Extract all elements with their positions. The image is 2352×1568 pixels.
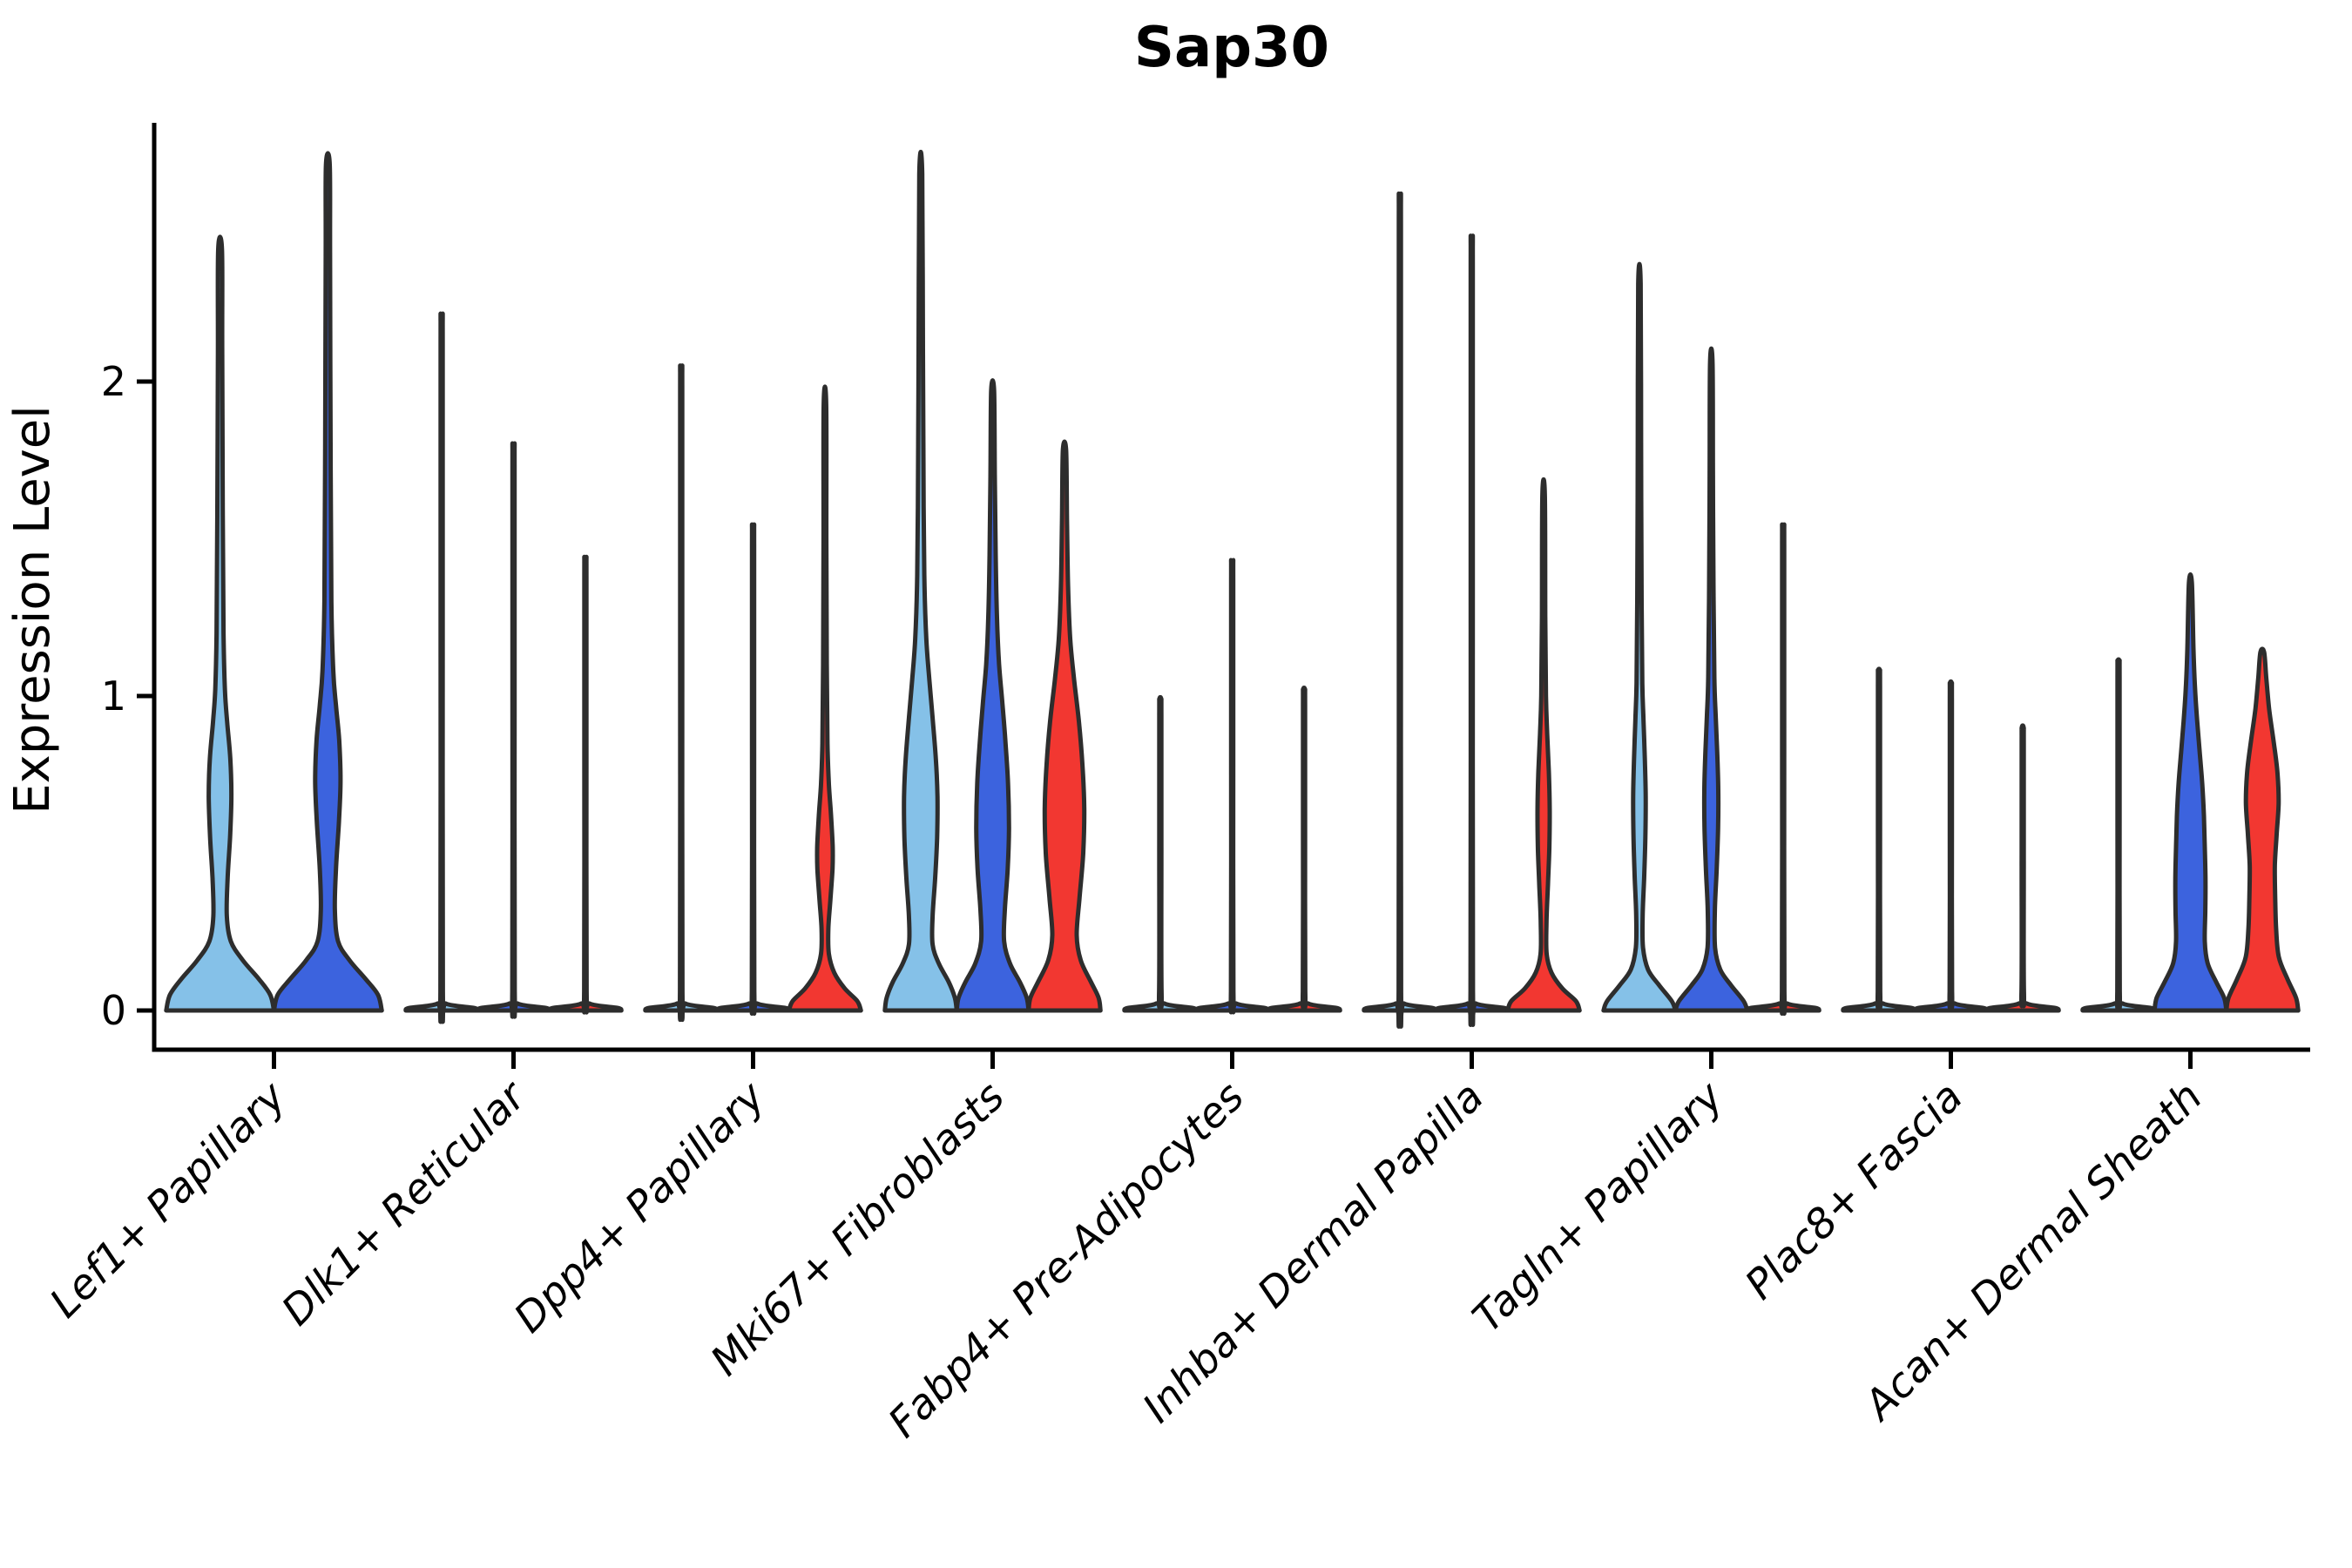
violin-3-1 (954, 378, 1031, 1013)
violin-7-2 (1984, 723, 2061, 1013)
violin-7-0 (1841, 666, 1917, 1013)
violin-2-1 (714, 522, 792, 1017)
violin-1-2 (547, 554, 624, 1015)
violin-0-0 (164, 234, 276, 1013)
violin-layer (164, 150, 2301, 1029)
y-tick-label: 2 (101, 358, 126, 405)
x-category-label: Tagln+ Papillary (1463, 1072, 1734, 1342)
violin-2-2 (787, 384, 863, 1013)
violin-5-0 (1362, 191, 1438, 1029)
y-axis-label: Expression Level (4, 405, 61, 814)
violin-0-1 (272, 151, 384, 1013)
violin-2-0 (643, 363, 720, 1022)
y-tick-label: 1 (101, 672, 126, 720)
axis-spines (152, 123, 2310, 1052)
violin-4-2 (1266, 686, 1342, 1013)
violin-3-0 (882, 150, 959, 1013)
x-category-label: Dlk1+ Reticular (273, 1071, 537, 1335)
violin-7-1 (1912, 679, 1990, 1013)
violin-8-1 (2152, 572, 2229, 1013)
violin-1-1 (475, 441, 552, 1019)
x-category-label: Dpp4+ Papillary (505, 1072, 775, 1342)
violin-8-2 (2224, 646, 2301, 1013)
violin-6-0 (1601, 261, 1678, 1013)
violin-1-0 (403, 311, 480, 1024)
violin-5-1 (1433, 233, 1511, 1027)
x-category-label: Lef1+ Papillary (41, 1072, 296, 1328)
violin-3-2 (1026, 439, 1103, 1013)
chart-title: Sap30 (1134, 16, 1329, 80)
violin-4-1 (1193, 558, 1271, 1015)
violin-4-0 (1122, 694, 1199, 1013)
violin-6-2 (1745, 522, 1821, 1017)
x-category-label: Plac8+ Fascia (1736, 1073, 1972, 1309)
violin-6-1 (1673, 346, 1750, 1013)
y-tick-label: 0 (101, 987, 126, 1034)
violin-5-2 (1505, 476, 1582, 1013)
violin-8-0 (2080, 657, 2157, 1013)
